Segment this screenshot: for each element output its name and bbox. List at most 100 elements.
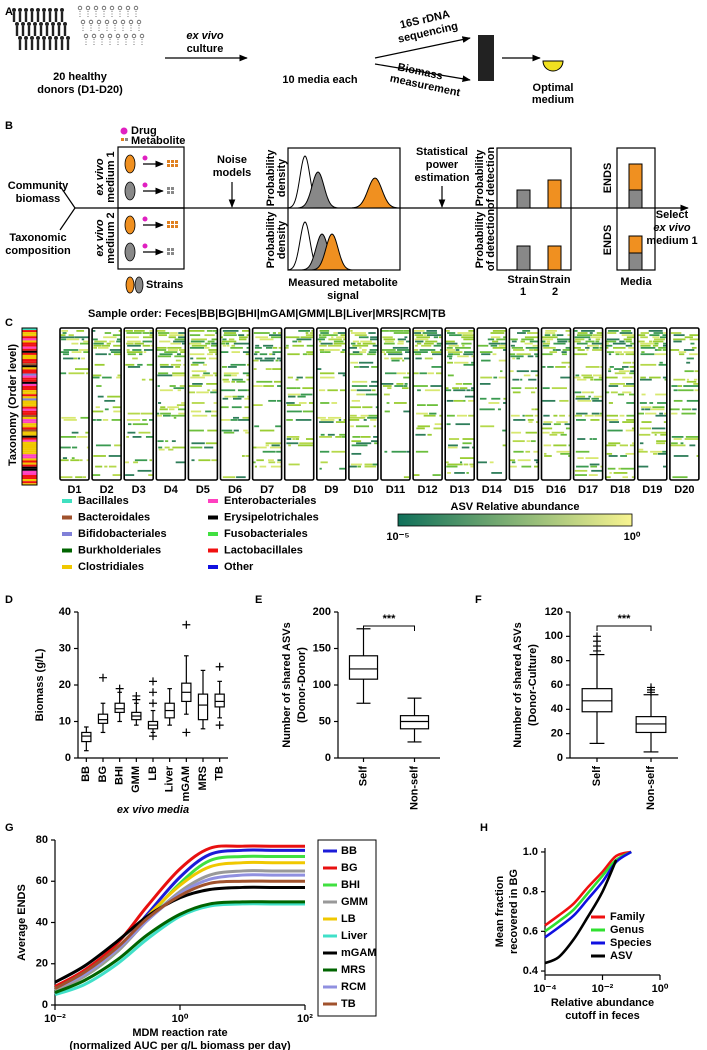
heatmap-texture	[638, 448, 644, 451]
heatmap-texture	[638, 465, 649, 468]
heatmap-texture	[686, 357, 694, 360]
donor-label: D6	[228, 484, 242, 496]
heatmap-texture	[222, 330, 239, 332]
heatmap-texture	[448, 344, 459, 347]
heatmap-texture	[365, 393, 378, 396]
taxonomy-stripe	[22, 439, 37, 442]
heatmap-texture	[543, 421, 553, 423]
heatmap-texture	[638, 334, 646, 337]
heatmap-texture	[157, 440, 164, 443]
heatmap-texture	[269, 446, 282, 449]
heatmap-texture	[573, 353, 588, 356]
heatmap-texture	[693, 378, 698, 381]
label: Strains	[146, 279, 183, 291]
heatmap-texture	[446, 346, 453, 349]
heatmap-texture	[271, 444, 280, 447]
heatmap-texture	[238, 419, 250, 421]
donor-icon	[91, 33, 97, 39]
heatmap-texture	[419, 372, 427, 375]
heatmap-texture	[641, 351, 645, 353]
heatmap-texture	[259, 429, 275, 432]
taxonomy-stripe	[22, 431, 37, 434]
heatmap-texture	[60, 476, 73, 479]
heatmap-texture	[143, 351, 147, 353]
donor-icon	[133, 5, 139, 11]
heatmap-texture	[468, 330, 475, 332]
heatmap-texture	[606, 452, 613, 455]
label: 10⁰	[624, 531, 641, 543]
x-tick-label: mGAM	[180, 766, 192, 801]
heatmap-texture	[551, 387, 567, 390]
heatmap-texture	[649, 402, 654, 404]
heatmap-texture	[542, 423, 552, 426]
heatmap-box	[219, 327, 251, 481]
ends-bar	[628, 189, 643, 209]
label: ex vivo	[186, 30, 224, 42]
heatmap-texture	[126, 436, 129, 438]
heatmap-texture	[179, 385, 186, 387]
y-tick-label: 1.0	[523, 846, 538, 858]
taxonomy-stripe	[22, 390, 37, 393]
taxonomy-stripe	[22, 340, 37, 343]
heatmap-texture	[74, 336, 89, 339]
heatmap-texture	[606, 376, 618, 379]
x-tick-label: Non-self	[645, 766, 657, 810]
heatmap-texture	[320, 461, 328, 464]
legend-label: BHI	[341, 879, 360, 891]
heatmap-texture	[397, 349, 410, 351]
x-tick-label: 10⁻²	[44, 1013, 66, 1025]
outlier	[215, 662, 224, 671]
heatmap-texture	[368, 414, 378, 417]
heatmap-texture	[471, 355, 475, 358]
donor-icon	[18, 8, 22, 12]
x-tick-label: 10²	[297, 1013, 313, 1025]
taxonomy-stripe	[22, 441, 37, 444]
heatmap-texture	[575, 419, 586, 421]
heatmap-texture	[351, 399, 360, 402]
heatmap-texture	[102, 376, 112, 379]
heatmap-texture	[416, 342, 422, 345]
heatmap-texture	[527, 355, 534, 358]
heatmap-texture	[568, 340, 571, 343]
heatmap-texture	[359, 361, 374, 364]
heatmap-texture	[190, 340, 205, 343]
heatmap-texture	[686, 361, 691, 364]
arrow	[374, 36, 471, 59]
donor-label: D10	[353, 484, 373, 496]
heatmap-texture	[650, 408, 665, 411]
heatmap-texture	[77, 357, 81, 360]
heatmap-texture	[404, 336, 408, 339]
heatmap-texture	[71, 351, 82, 353]
heatmap-texture	[268, 461, 276, 464]
heatmap-texture	[317, 338, 325, 341]
heatmap-texture	[320, 402, 330, 404]
taxonomy-stripe	[22, 456, 37, 459]
heatmap-texture	[436, 342, 443, 345]
heatmap-texture	[578, 395, 586, 398]
heatmap-texture	[231, 351, 240, 353]
heatmap-texture	[277, 385, 282, 387]
heatmap-texture	[247, 395, 250, 398]
heatmap-texture	[588, 474, 598, 476]
heatmap-texture	[608, 442, 621, 445]
donor-icon	[139, 33, 145, 39]
heatmap-texture	[670, 444, 686, 447]
heatmap-texture	[63, 349, 79, 351]
heatmap-texture	[575, 397, 590, 400]
heatmap-texture	[211, 414, 218, 417]
heatmap-texture	[429, 412, 437, 415]
heatmap-texture	[638, 450, 648, 453]
metabolite-icon	[167, 191, 170, 194]
x-tick-label: Liver	[164, 765, 176, 792]
heatmap-texture	[76, 330, 85, 332]
heatmap-texture	[92, 376, 100, 379]
heatmap-texture	[592, 438, 597, 440]
donor-icon	[42, 8, 46, 12]
heatmap-texture	[181, 342, 186, 345]
heatmap-texture	[466, 472, 469, 474]
taxonomy-stripe	[22, 414, 37, 418]
heatmap-texture	[555, 366, 566, 368]
legend-label: Enterobacteriales	[224, 495, 316, 507]
heatmap-texture	[598, 376, 603, 379]
heatmap-texture	[70, 459, 80, 462]
